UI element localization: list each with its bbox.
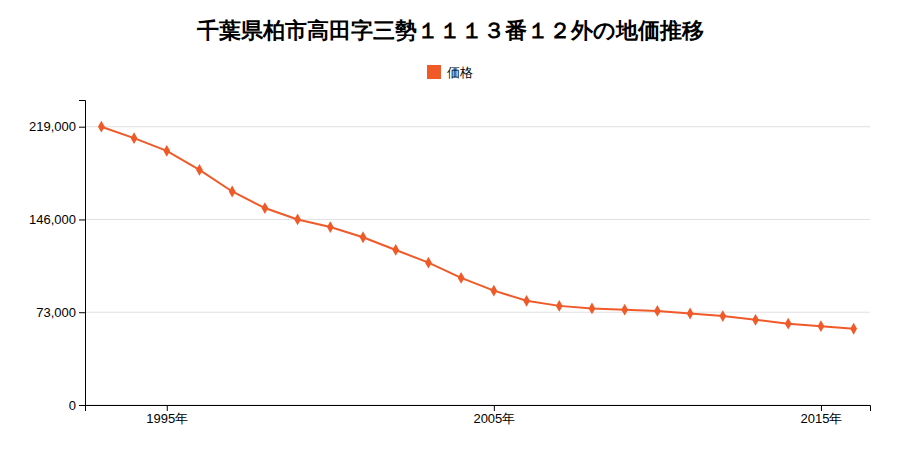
tick: 0 — [69, 398, 85, 413]
grid-line — [85, 312, 870, 313]
point — [327, 221, 334, 233]
tick-mark — [79, 127, 85, 128]
point — [261, 202, 268, 214]
point — [850, 323, 857, 335]
grid-line — [85, 219, 870, 220]
tick-mark — [494, 405, 495, 411]
chart: 千葉県柏市高田字三勢１１１３番１２外の地価推移価格 1995年 2005年 2015年… — [0, 0, 900, 450]
legend-swatch — [427, 65, 441, 79]
tick: 1995年 — [146, 405, 188, 426]
tick-mark — [821, 405, 822, 411]
legend-label: 価格 — [447, 65, 473, 80]
point — [523, 295, 530, 307]
point — [654, 305, 661, 317]
title: 千葉県柏市高田字三勢１１１３番１２外の地価推移 — [196, 18, 704, 43]
grid — [85, 127, 870, 405]
point — [621, 304, 628, 316]
point — [752, 314, 759, 326]
point — [719, 310, 726, 322]
data-marks — [98, 121, 857, 335]
line — [101, 127, 853, 329]
tick-mark — [79, 312, 85, 313]
point — [785, 318, 792, 330]
tick: 73,000 — [36, 305, 85, 320]
tick-label: 146,000 — [29, 212, 76, 227]
series-group — [98, 121, 857, 335]
point — [360, 231, 367, 243]
point — [490, 285, 497, 297]
tick: 219,000 — [29, 119, 85, 134]
point — [131, 132, 138, 144]
axis-line — [86, 406, 871, 412]
tick: 146,000 — [29, 212, 85, 227]
tick-label: 73,000 — [36, 305, 76, 320]
tick-label: 219,000 — [29, 119, 76, 134]
axis-line — [79, 101, 86, 406]
point — [589, 303, 596, 315]
tick-label: 1995年 — [146, 411, 188, 426]
point — [98, 121, 105, 133]
tick-mark — [167, 405, 168, 411]
y-axis: 0 73,000 146,000 219,000 — [29, 101, 86, 413]
point — [458, 272, 465, 284]
grid-line — [85, 126, 870, 127]
tick-mark — [79, 405, 85, 406]
plot: 1995年 2005年 2015年 0 73,000 146,000 219,000 — [29, 101, 871, 427]
point — [196, 164, 203, 176]
point — [294, 214, 301, 226]
legend: 価格 — [427, 65, 473, 80]
x-axis: 1995年 2005年 2015年 — [86, 405, 871, 426]
point — [556, 300, 563, 312]
tick-label: 0 — [69, 398, 76, 413]
point — [818, 320, 825, 332]
tick: 2015年 — [800, 405, 842, 426]
tick-mark — [79, 219, 85, 220]
point — [425, 257, 432, 269]
point — [229, 186, 236, 198]
legend-item: 価格 — [427, 65, 473, 80]
point — [392, 244, 399, 256]
point — [687, 308, 694, 320]
tick: 2005年 — [473, 405, 515, 426]
tick-label: 2015年 — [800, 411, 842, 426]
tick-label: 2005年 — [473, 411, 515, 426]
point — [163, 145, 170, 157]
